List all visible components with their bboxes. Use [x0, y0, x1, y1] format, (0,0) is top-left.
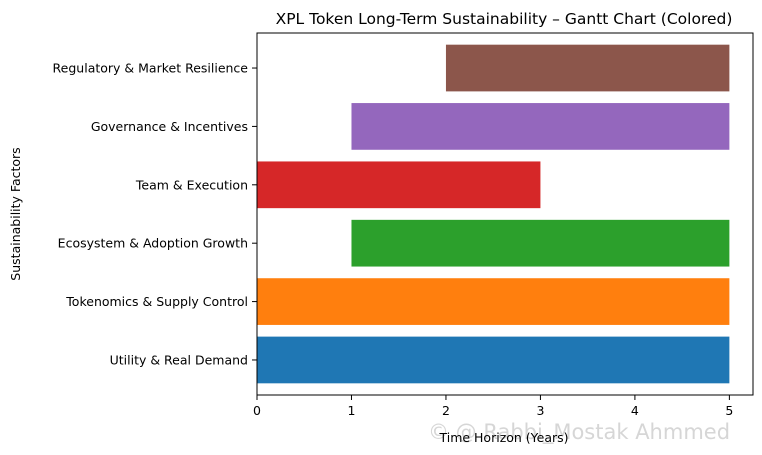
- y-tick-label: Utility & Real Demand: [110, 352, 248, 367]
- x-tick-label: 2: [442, 403, 450, 418]
- y-tick-label: Ecosystem & Adoption Growth: [58, 236, 248, 251]
- x-axis-label: Time Horizon (Years): [438, 430, 568, 445]
- y-tick-label: Tokenomics & Supply Control: [65, 294, 248, 309]
- y-axis-label: Sustainability Factors: [8, 147, 23, 280]
- x-tick-label: 3: [536, 403, 544, 418]
- x-tick-label: 5: [725, 403, 733, 418]
- watermark: © @ Rabbi_Mostak Ahmmed: [428, 420, 730, 445]
- y-tick-label: Team & Execution: [135, 177, 248, 192]
- bar-5: [445, 44, 730, 92]
- bar-3: [257, 161, 541, 209]
- chart-title: XPL Token Long-Term Sustainability – Gan…: [276, 10, 733, 28]
- bar-1: [257, 278, 730, 325]
- bar-4: [351, 103, 730, 150]
- x-tick-label: 0: [253, 403, 261, 418]
- y-tick-label: Regulatory & Market Resilience: [53, 61, 249, 76]
- x-tick-label: 1: [347, 403, 355, 418]
- bar-0: [257, 336, 730, 384]
- bars-group: [257, 44, 730, 384]
- x-tick-label: 4: [631, 403, 639, 418]
- x-ticks-group: 0 1 2 3 4 5: [253, 395, 733, 418]
- plot-frame: [256, 32, 754, 396]
- y-tick-label: Governance & Incentives: [91, 119, 248, 134]
- y-ticks-group: Utility & Real Demand Tokenomics & Supply…: [53, 61, 257, 367]
- bar-2: [351, 219, 730, 267]
